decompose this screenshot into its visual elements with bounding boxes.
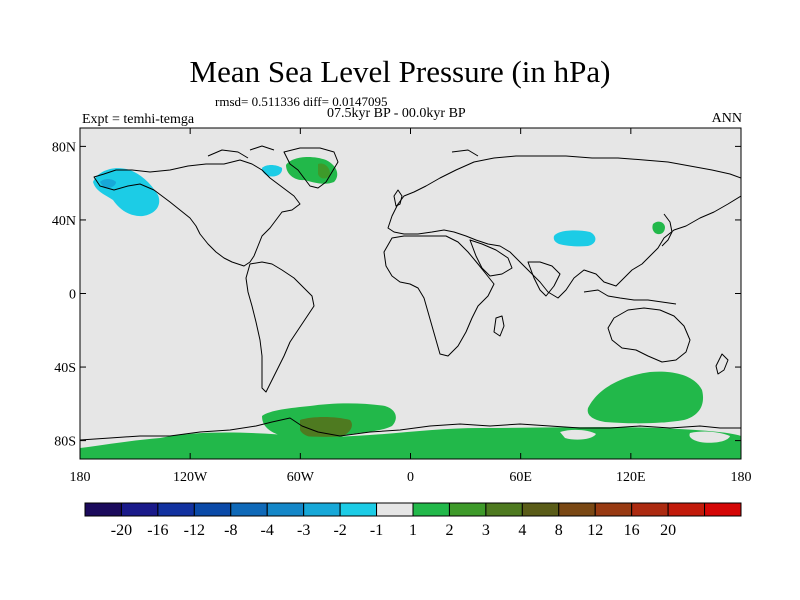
x-tick-label: 120E — [616, 470, 646, 485]
colorbar-label: 20 — [660, 522, 676, 539]
coastline-africa — [383, 235, 495, 357]
coastline-new-zealand — [715, 353, 729, 375]
anomaly-positive-southern-ocean — [587, 371, 704, 424]
colorbar-label: 16 — [624, 522, 640, 539]
x-tick-label: 60E — [509, 470, 532, 485]
colorbar-swatch — [230, 502, 268, 517]
anomaly-positive-weddell-core — [300, 417, 352, 439]
x-tick-label: 180 — [70, 470, 91, 485]
colorbar-label: 8 — [555, 522, 563, 539]
colorbar-swatch — [631, 502, 669, 517]
experiment-label: Expt = temhi-temga — [82, 112, 195, 127]
colorbar-label: -1 — [370, 522, 383, 539]
x-tick-label: 120W — [173, 470, 208, 485]
colorbar-swatch — [193, 502, 232, 517]
y-tick-label: 0 — [69, 288, 76, 303]
anomaly-negative-tibet — [553, 230, 596, 247]
colorbar-label: -20 — [111, 522, 132, 539]
colorbar-label: -4 — [261, 522, 274, 539]
colorbar-label: 12 — [587, 522, 603, 539]
colorbar-label: -16 — [147, 522, 168, 539]
colorbar-label: -3 — [297, 522, 310, 539]
anomaly-gap-ross — [689, 431, 730, 443]
coastline-south-america — [245, 261, 315, 393]
x-tick-label: 60W — [287, 470, 315, 485]
coastline-greenland — [283, 147, 339, 189]
colorbar-swatch — [594, 502, 633, 517]
y-tick-label: 80N — [52, 140, 76, 155]
anomaly-negative-hudson — [262, 165, 283, 177]
coastline-uk — [393, 189, 403, 207]
colorbar-swatch — [120, 502, 159, 517]
coastline-arabia — [469, 239, 513, 277]
y-tick-label: 80S — [54, 435, 76, 450]
x-tick-label: 0 — [407, 470, 414, 485]
coastline-indonesia — [583, 289, 677, 305]
anomaly-positive-korea — [652, 221, 665, 235]
colorbar-label: -12 — [184, 522, 205, 539]
y-tick-label: 40N — [52, 214, 76, 229]
colorbar-swatch — [303, 502, 341, 517]
y-tick-label: 40S — [54, 361, 76, 376]
colorbar-swatch — [485, 502, 523, 517]
colorbar-swatch — [704, 502, 742, 517]
anomaly-positive-greenland-core — [318, 163, 330, 179]
coastline-antarctica — [80, 417, 741, 441]
colorbar-swatch — [448, 502, 487, 517]
colorbar: -20 -16 -12 -8 -4 -3 -2 -1 1 2 3 4 8 12 16 20 — [84, 502, 742, 539]
colorbar-label: 3 — [482, 522, 490, 539]
colorbar-swatch — [157, 502, 195, 517]
colorbar-label: 1 — [409, 522, 417, 539]
colorbar-label: -8 — [224, 522, 237, 539]
colorbar-swatch — [339, 502, 378, 517]
coastline-eurasia — [387, 155, 741, 299]
coastline-japan — [661, 213, 673, 247]
colorbar-swatch — [667, 502, 706, 517]
x-tick-label: 180 — [731, 470, 752, 485]
colorbar-swatch — [266, 502, 305, 517]
coastlines — [80, 145, 741, 441]
rmsd-diff-stats: rmsd= 0.511336 diff= 0.0147095 — [215, 94, 388, 109]
season-label: ANN — [711, 111, 742, 126]
anomaly-shading — [80, 157, 741, 459]
coastline-australia — [607, 307, 691, 363]
colorbar-label: 2 — [445, 522, 453, 539]
coastline-arctic-islands — [207, 145, 479, 159]
map-title: Mean Sea Level Pressure (in hPa) — [189, 54, 611, 89]
coastline-madagascar — [493, 315, 505, 337]
colorbar-label: 4 — [518, 522, 526, 539]
colorbar-swatch — [84, 502, 122, 517]
colorbar-swatch — [412, 502, 450, 517]
anomaly-gap-amery — [560, 429, 596, 440]
time-period-label: 07.5kyr BP - 00.0kyr BP — [327, 106, 466, 121]
colorbar-swatch — [376, 502, 414, 517]
coastline-india — [527, 261, 561, 297]
anomaly-negative-bering-core — [100, 179, 116, 189]
axis-ticks: 180 120W 60W 0 60E 120E 180 80N 40N 0 40S 80S — [52, 128, 752, 485]
coastline-north-america — [93, 159, 301, 267]
colorbar-swatch — [521, 502, 560, 517]
colorbar-swatch — [558, 502, 596, 517]
colorbar-label: -2 — [333, 522, 346, 539]
